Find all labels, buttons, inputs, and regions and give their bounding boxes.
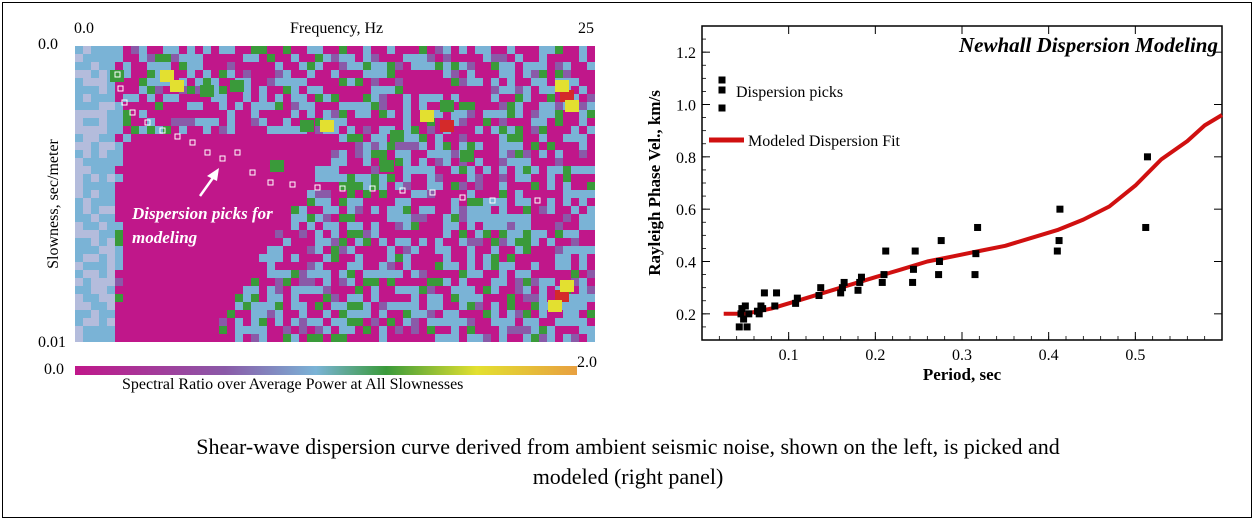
pick-point xyxy=(972,250,979,257)
pick-point xyxy=(1144,153,1151,160)
pick-point xyxy=(972,271,979,278)
x-tick-label: 0.3 xyxy=(952,347,972,364)
pick-point xyxy=(855,287,862,294)
pick-point xyxy=(935,271,942,278)
y-tick-label: 0.8 xyxy=(676,150,696,167)
pick-point xyxy=(912,248,919,255)
x-tick-label: 0.5 xyxy=(1125,347,1145,364)
pick-point xyxy=(761,289,768,296)
pick-point xyxy=(744,323,751,330)
legend-pick-marker xyxy=(719,77,726,84)
pick-point xyxy=(974,224,981,231)
caption-line1: Shear-wave dispersion curve derived from… xyxy=(0,432,1256,462)
figure-caption: Shear-wave dispersion curve derived from… xyxy=(0,432,1256,492)
pick-point xyxy=(841,279,848,286)
pick-point xyxy=(773,289,780,296)
y-tick-label: 1.0 xyxy=(676,98,696,115)
y-tick-label: 0.4 xyxy=(676,255,696,272)
legend-picks-label: Dispersion picks xyxy=(736,84,843,101)
pick-point xyxy=(1056,237,1063,244)
x-tick-label: 0.2 xyxy=(865,347,885,364)
pick-point xyxy=(794,295,801,302)
pick-point xyxy=(881,271,888,278)
pick-point xyxy=(742,302,749,309)
y-tick-label: 0.6 xyxy=(676,202,696,219)
pick-point xyxy=(879,279,886,286)
legend-pick-marker xyxy=(719,105,726,112)
x-tick-label: 0.4 xyxy=(1039,347,1059,364)
caption-line2: modeled (right panel) xyxy=(0,462,1256,492)
pick-point xyxy=(817,284,824,291)
y-axis-label: Rayleigh Phase Vel., km/s xyxy=(645,90,664,276)
y-tick-label: 0.2 xyxy=(676,307,696,324)
pick-point xyxy=(1054,248,1061,255)
pick-point xyxy=(1142,224,1149,231)
pick-point xyxy=(816,292,823,299)
pick-point xyxy=(736,323,743,330)
legend-pick-marker xyxy=(719,87,726,94)
pick-point xyxy=(910,266,917,273)
pick-point xyxy=(745,310,752,317)
pick-point xyxy=(858,274,865,281)
pick-point xyxy=(759,305,766,312)
y-tick-label: 1.2 xyxy=(676,45,696,62)
pick-point xyxy=(938,237,945,244)
pick-point xyxy=(909,279,916,286)
x-tick-label: 0.1 xyxy=(779,347,799,364)
chart-title: Newhall Dispersion Modeling xyxy=(958,33,1218,57)
pick-point xyxy=(771,302,778,309)
x-axis-label: Period, sec xyxy=(923,365,1002,384)
pick-point xyxy=(882,248,889,255)
pick-point xyxy=(1056,206,1063,213)
legend-fit-label: Modeled Dispersion Fit xyxy=(748,133,901,150)
dispersion-chart: 0.1 0.2 0.3 0.4 0.5 0.2 0.4 0.6 0.8 1.0 1.2 Newhall… xyxy=(0,0,1256,420)
pick-point xyxy=(936,258,943,265)
